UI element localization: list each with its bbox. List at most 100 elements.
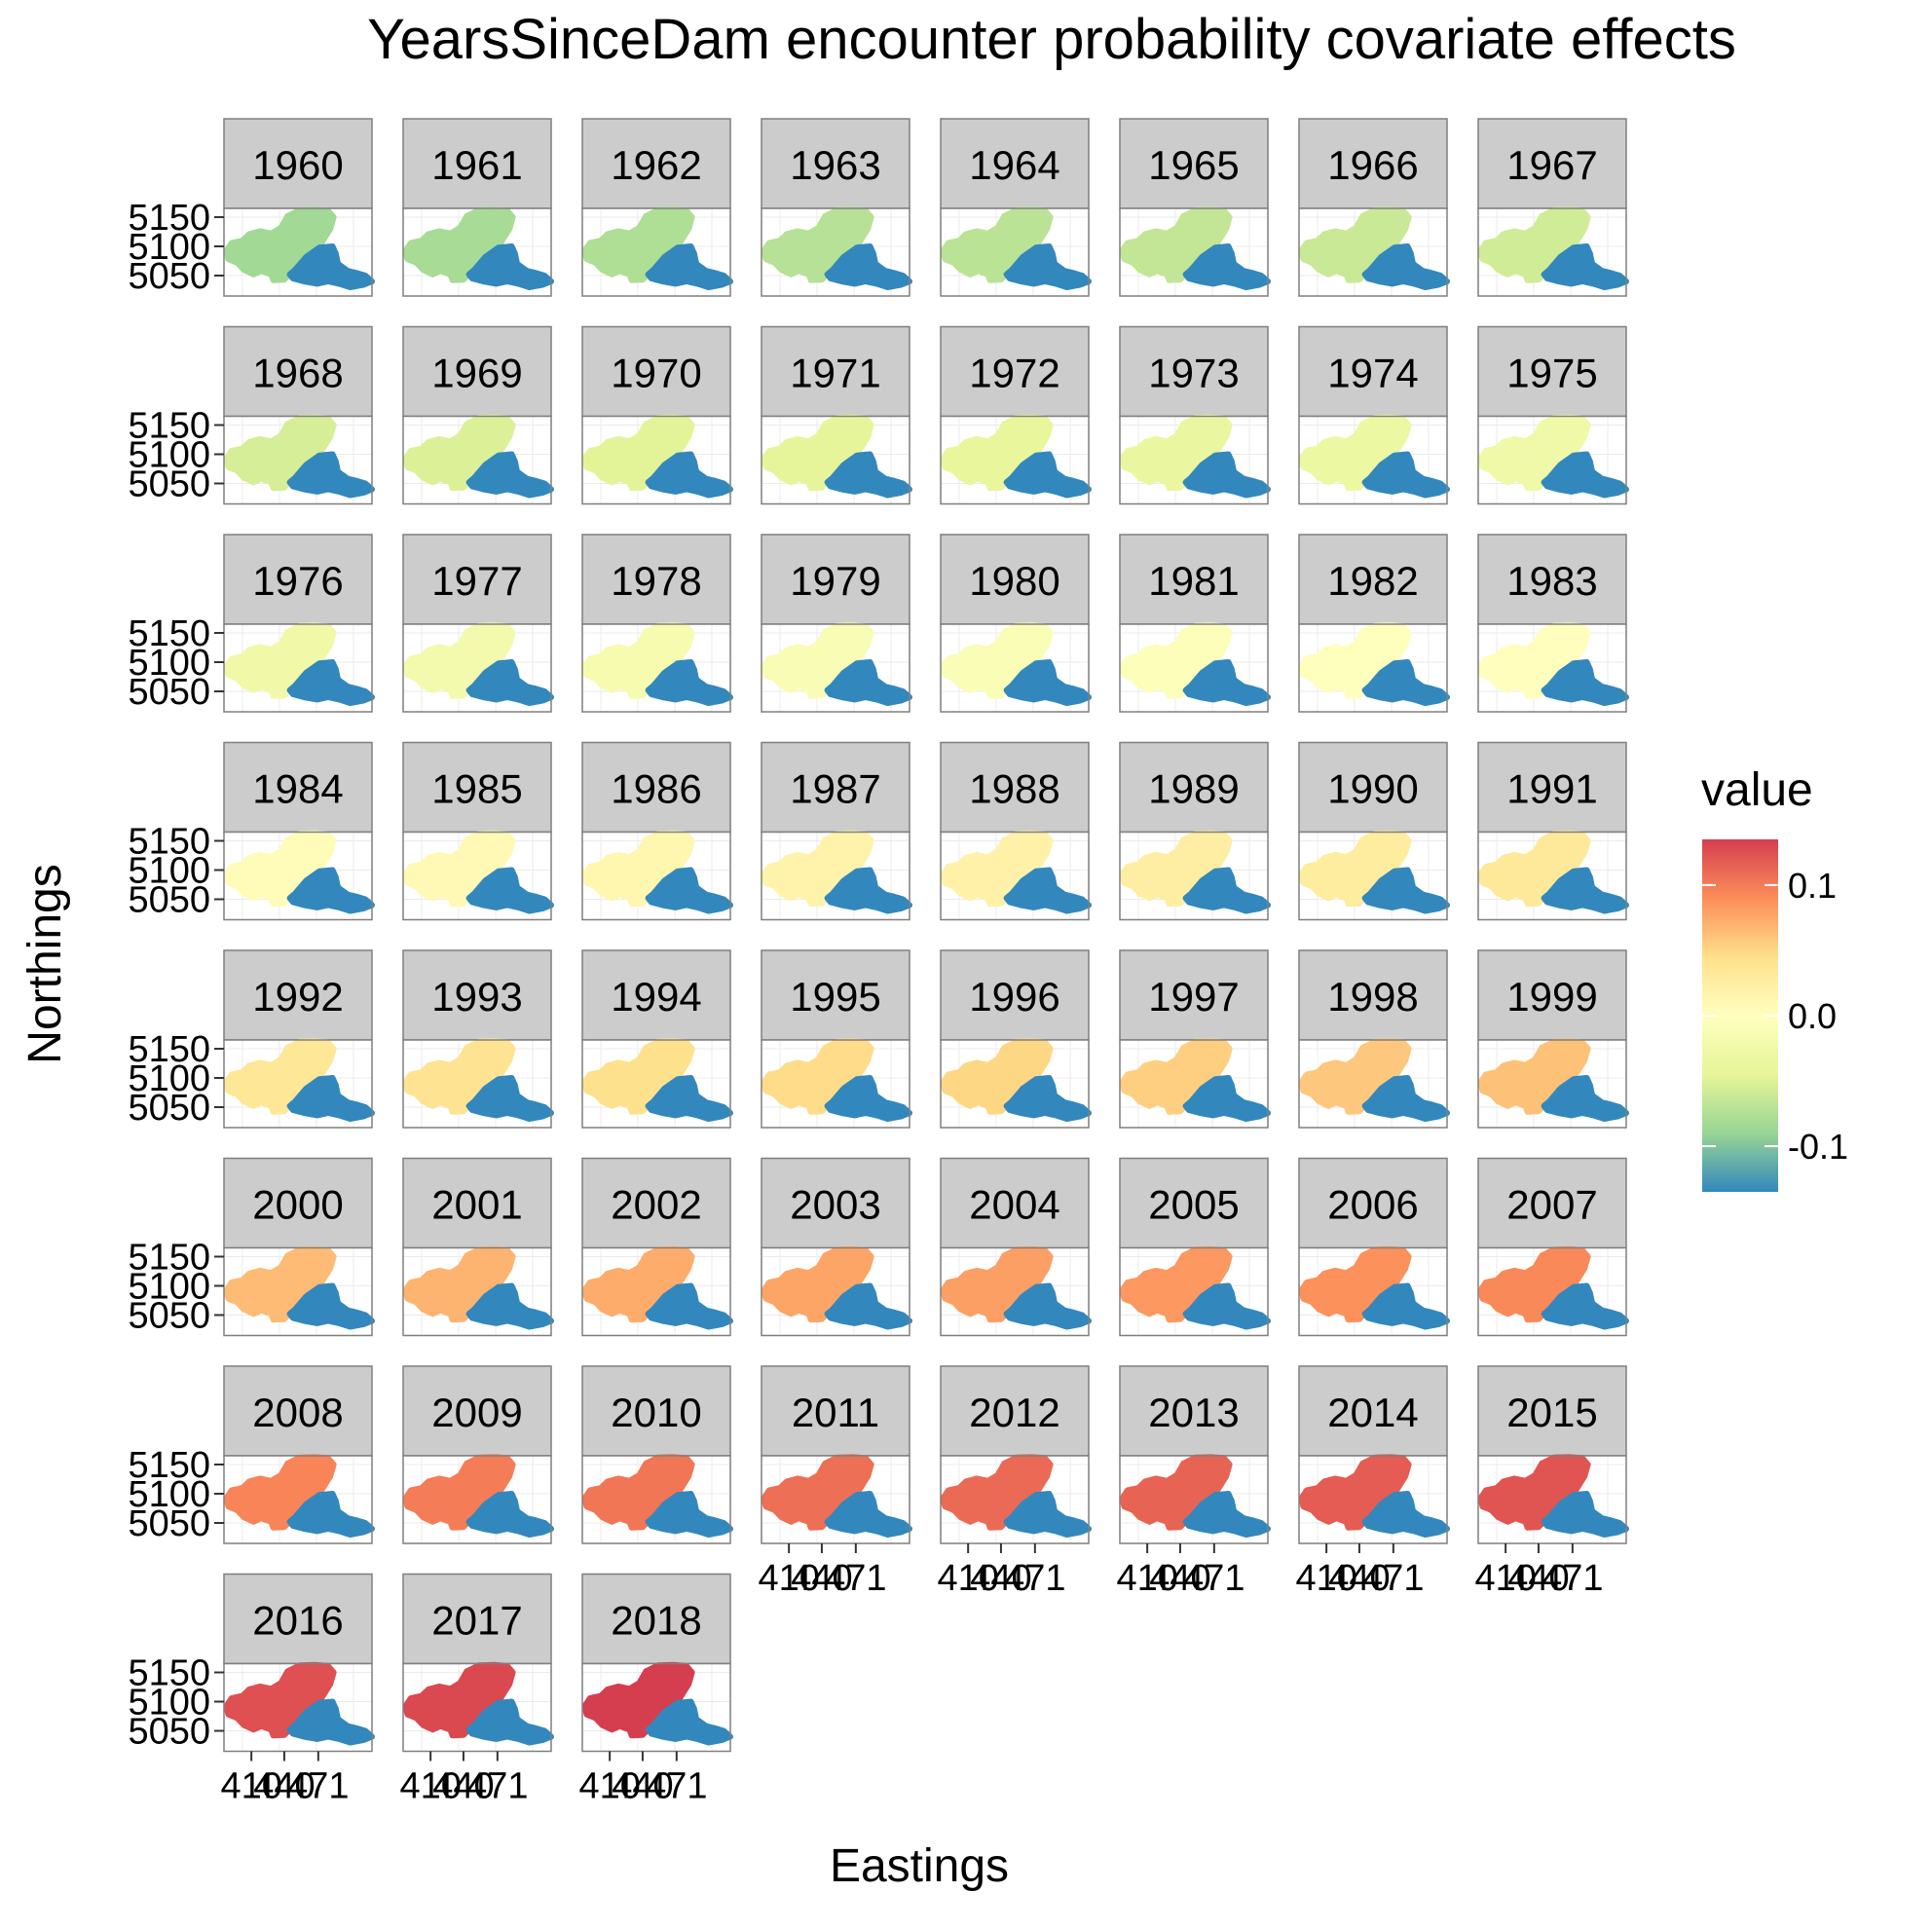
x-tick-label: 471 [1542,1558,1603,1599]
x-tick-label: 410 [937,1558,998,1599]
facet-panel: 1970 [581,325,733,505]
x-tick-label: 440 [970,1558,1031,1599]
facet-strip [940,534,1090,625]
upstream-region [1119,1038,1233,1115]
y-tick-label: 5050 [128,672,210,713]
facet-strip [223,534,373,625]
facet-strip [1298,534,1448,625]
facet-panel: 1965 [1119,118,1271,297]
facet-strip [940,949,1090,1041]
x-tick-label: 440 [612,1766,673,1807]
upstream-region [1119,206,1233,283]
facet-panel: 1986 [581,741,733,921]
upstream-region [1477,830,1591,908]
facet-strip [1477,534,1627,625]
facet-label: 2001 [431,1182,522,1228]
facet-label: 1998 [1327,974,1418,1020]
panel-border [402,1662,552,1753]
upstream-region [581,206,695,283]
facet-panel: 1975 [1477,325,1629,505]
upstream-region [940,206,1054,283]
facet-strip [223,949,373,1041]
facet-panel: 1973 [1119,325,1271,505]
y-tick-label: 5150 [128,1445,210,1486]
y-tick-label: 5050 [128,880,210,921]
facet-strip [1298,325,1448,418]
facet-strip [581,949,731,1041]
x-tick-label: 471 [1004,1558,1065,1599]
facet-label: 2018 [611,1598,701,1644]
facet-strip [581,1157,731,1249]
x-tick-label: 440 [791,1558,852,1599]
y-axis-title: Northings [19,864,71,1063]
upstream-region [581,1454,695,1531]
upstream-region [761,414,874,492]
upstream-region [1298,414,1412,492]
facet-label: 1968 [252,351,343,396]
facet-strip [761,1157,910,1249]
facet-panel: 1996 [940,949,1092,1129]
x-tick-label: 410 [1116,1558,1177,1599]
panel-border [223,623,373,713]
panel-border [940,831,1090,921]
panel-border [1119,1455,1269,1544]
upstream-region [1119,1245,1233,1323]
legend: value 0.1 0.0 -0.1 [1701,764,1848,1192]
panel-border [581,1662,731,1753]
facet-label: 2000 [252,1182,343,1228]
y-tick-label: 5150 [128,1653,210,1694]
panel-border [581,623,731,713]
facet-strip [1477,949,1627,1041]
x-tick-label: 410 [1474,1558,1536,1599]
upstream-region [1298,1038,1412,1115]
facet-panel: 1991 [1477,741,1629,921]
panel-border [402,831,552,921]
facet-label: 1977 [431,558,522,604]
panel-border [402,623,552,713]
upstream-region [223,1038,337,1115]
upstream-region [761,1454,874,1531]
x-tick-label: 410 [1295,1558,1356,1599]
facet-panel: 1985 [402,741,554,921]
facet-label: 1964 [969,142,1059,188]
facet-strip [223,741,373,834]
facet-label: 1965 [1148,142,1239,188]
facet-strip [1119,534,1269,625]
facet-label: 2015 [1506,1390,1597,1435]
facet-panel: 1967 [1477,118,1629,297]
x-tick-label: 440 [432,1766,494,1807]
facet-label: 2004 [969,1182,1059,1228]
facet-label: 1970 [611,351,701,396]
upstream-region [402,1038,516,1115]
upstream-region [940,1454,1054,1531]
panel-border [581,1455,731,1544]
panel-border [1477,1039,1627,1129]
facet-label: 1986 [611,766,701,812]
facet-strip [402,118,552,209]
upstream-region [581,622,695,699]
facet-strip [581,325,731,418]
facet-label: 2009 [431,1390,522,1435]
upstream-region [1298,622,1412,699]
facet-label: 1975 [1506,351,1597,396]
panel-border [402,207,552,297]
facet-panel: 1993 [402,949,554,1129]
upstream-region [761,622,874,699]
panel-border [940,1455,1090,1544]
facet-label: 1960 [252,142,343,188]
upstream-region [581,1038,695,1115]
x-tick-label: 440 [1328,1558,1390,1599]
x-tick-label: 440 [1149,1558,1210,1599]
facet-strip [402,741,552,834]
facet-label: 1962 [611,142,701,188]
facet-strip [581,534,731,625]
upstream-region [402,1454,516,1531]
upstream-region [1477,414,1591,492]
panel-border [761,623,910,713]
panel-border [1119,1246,1269,1337]
